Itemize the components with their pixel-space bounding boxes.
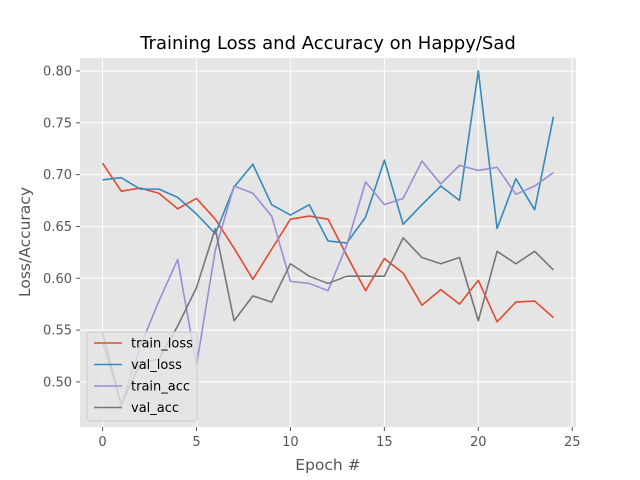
series-line-train-loss (101, 162, 554, 323)
series-line-val-loss (102, 70, 555, 244)
y-tick-label: 0.50 (43, 375, 72, 390)
y-tick-label: 0.80 (43, 64, 72, 79)
x-axis-label: Epoch # (295, 456, 360, 474)
y-tick-label: 0.75 (43, 116, 72, 131)
x-tick-label: 0 (98, 435, 106, 450)
chart-title: Training Loss and Accuracy on Happy/Sad (139, 33, 516, 54)
grid (80, 58, 576, 427)
y-tick-label: 0.70 (43, 168, 72, 183)
x-tick-label: 5 (192, 435, 200, 450)
x-tick-label: 20 (470, 435, 487, 450)
legend-label: val_loss (131, 358, 182, 373)
legend-label: train_acc (131, 380, 190, 395)
y-tick-label: 0.65 (43, 220, 72, 235)
series-line-train-acc (101, 160, 554, 406)
x-tick-label: 25 (564, 435, 581, 450)
legend-label: train_loss (131, 337, 193, 352)
y-tick-label: 0.60 (43, 272, 72, 287)
series-line-val-acc (101, 227, 555, 406)
ticks: 0 5 10 15 20 25 0.50 0.55 0.60 0.65 0.70 0.75 0.80 (43, 64, 580, 450)
legend-box (86, 331, 198, 422)
y-axis-label: Loss/Accuracy (16, 187, 34, 297)
x-tick-label: 10 (282, 435, 299, 450)
legend-label: val_acc (131, 401, 179, 416)
series-lines (101, 70, 555, 406)
y-tick-label: 0.55 (43, 324, 72, 339)
x-tick-label: 15 (376, 435, 393, 450)
legend: train_loss val_loss train_acc val_acc (86, 331, 198, 422)
